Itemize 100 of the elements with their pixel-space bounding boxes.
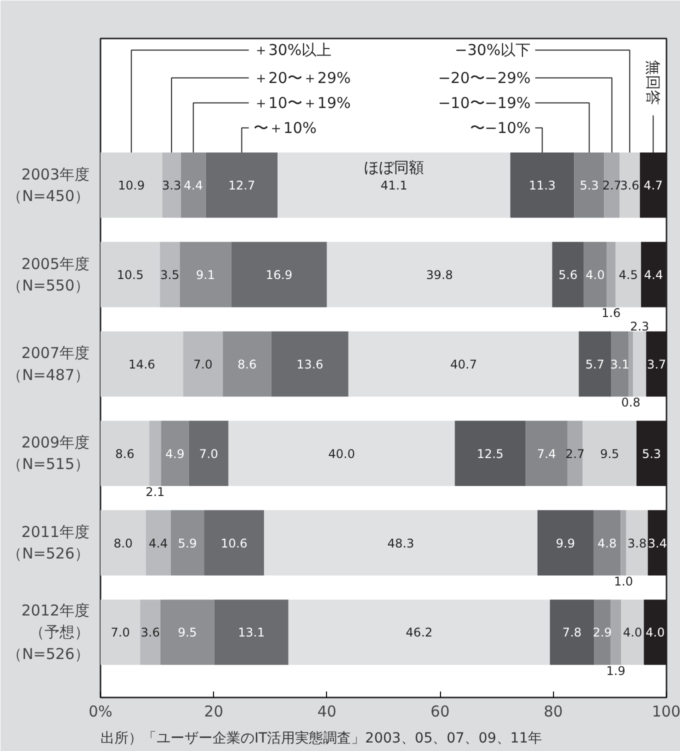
data-label: 1.6	[601, 306, 621, 320]
text: ＋10〜＋19%	[253, 94, 351, 112]
data-label: 9.5	[600, 446, 620, 461]
bar	[574, 152, 604, 218]
bar	[162, 152, 181, 218]
bar	[616, 242, 642, 308]
bar	[604, 152, 620, 218]
data-label: 3.1	[610, 357, 630, 372]
x-tick-label: 100	[652, 702, 680, 720]
bar	[552, 242, 584, 308]
bar	[582, 420, 636, 486]
bar	[188, 420, 228, 486]
data-label: 3.5	[160, 268, 180, 282]
data-label: 4.4	[148, 536, 168, 550]
data-label: 40.7	[450, 357, 477, 372]
data-label: 46.2	[406, 626, 433, 640]
bar	[584, 242, 607, 308]
data-label: 39.8	[426, 268, 453, 282]
bar	[100, 600, 140, 665]
data-label: 16.9	[266, 268, 292, 282]
y-tick-label: 2011年度（N=526）	[7, 523, 90, 563]
data-label: 8.0	[114, 536, 133, 550]
data-label: 4.5	[618, 268, 638, 282]
bar	[100, 242, 160, 308]
bar	[454, 420, 526, 486]
data-label: 3.4	[648, 536, 667, 550]
data-label: 5.9	[178, 536, 197, 550]
y-tick-label: 2003年度（N=450）	[7, 165, 90, 205]
bar	[180, 152, 206, 218]
bar	[222, 331, 272, 397]
x-tick-label: 20	[204, 702, 224, 720]
data-label: 7.4	[536, 446, 556, 461]
text: −10〜−19%	[438, 94, 531, 112]
bar	[526, 420, 568, 486]
text: −20〜−29%	[438, 68, 531, 87]
series-label: 〜＋10%	[253, 118, 317, 137]
y-tick-label: 2005年度（N=550）	[7, 254, 90, 294]
x-tick-label: 60	[430, 702, 450, 720]
data-label: 41.1	[380, 178, 408, 193]
y-tick-label: 2009年度（N=515）	[7, 434, 90, 474]
bar	[271, 331, 348, 397]
bar	[610, 600, 622, 665]
data-label: 12.5	[476, 446, 504, 461]
data-label: 1.9	[606, 664, 626, 678]
text: 無回答	[644, 60, 662, 105]
data-label: 4.4	[184, 178, 203, 193]
data-label: 4.8	[598, 536, 617, 550]
data-label: 3.6	[620, 178, 640, 193]
data-label: 8.6	[238, 357, 257, 372]
bar	[348, 331, 579, 397]
data-label: 7.8	[562, 626, 582, 640]
data-label: 5.7	[585, 357, 604, 372]
bar	[611, 331, 629, 397]
data-label: 5.6	[558, 268, 578, 282]
bar	[550, 600, 594, 665]
bar	[264, 510, 538, 576]
bar	[620, 152, 640, 218]
data-label: 4.4	[644, 268, 664, 282]
data-label: 4.0	[623, 626, 642, 640]
bar	[537, 510, 594, 576]
data-label: 9.1	[196, 268, 216, 282]
data-label: 13.6	[296, 357, 324, 372]
data-label: 3.8	[628, 536, 647, 550]
bar	[204, 510, 264, 576]
text: ＋20〜＋29%	[253, 68, 351, 87]
text: 出所）「ユーザー企業のIT活用実態調査」2003、05、07、09、11年	[100, 730, 542, 746]
bar	[288, 600, 550, 665]
bar	[100, 331, 184, 397]
y-tick-label: 2012年度（予想）（N=526）	[7, 602, 90, 663]
bar	[578, 331, 612, 397]
data-label: 5.3	[642, 446, 662, 461]
data-label: 2.1	[146, 484, 165, 499]
data-label: 10.6	[220, 536, 248, 550]
bar	[160, 242, 180, 308]
series-label: ほぼ同額	[364, 158, 424, 176]
y-tick-label: 2007年度（N=487）	[7, 344, 90, 384]
data-label: 12.7	[228, 178, 256, 193]
data-label: 40.0	[328, 446, 355, 461]
bar	[510, 152, 574, 218]
bar	[100, 510, 146, 576]
bar	[146, 510, 171, 576]
data-label: 2.7	[566, 446, 585, 461]
data-label: 13.1	[238, 626, 265, 640]
data-label: 14.6	[128, 357, 156, 372]
data-label: 4.0	[586, 268, 605, 282]
data-label: 7.0	[110, 626, 130, 640]
bar	[621, 600, 644, 665]
bar	[161, 420, 189, 486]
data-label: 4.7	[644, 178, 663, 193]
data-label: 2.9	[592, 626, 612, 640]
bar	[170, 510, 204, 576]
bar	[278, 152, 510, 218]
data-label: 2.7	[602, 178, 622, 193]
bar	[594, 600, 610, 665]
text: ＋30%以上	[253, 41, 332, 60]
bar	[626, 510, 648, 576]
data-label: 2.3	[630, 319, 650, 334]
x-tick-label: 0%	[88, 702, 112, 720]
bar	[100, 420, 150, 486]
bar	[620, 510, 626, 576]
